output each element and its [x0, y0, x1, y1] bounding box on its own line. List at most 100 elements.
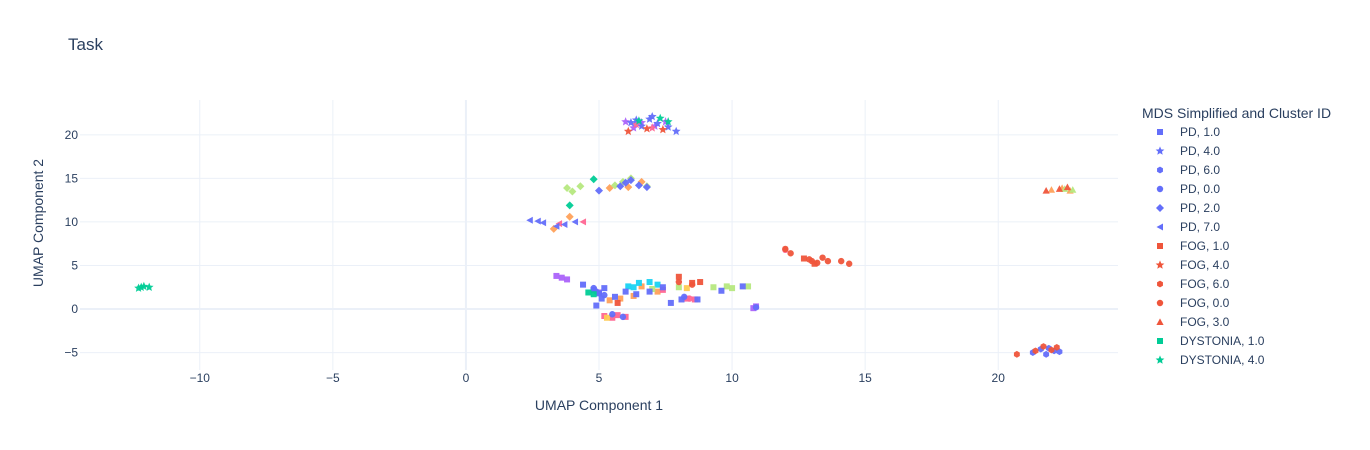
legend-item[interactable]: FOG, 0.0: [1156, 296, 1230, 310]
data-point: [752, 304, 760, 311]
x-tick-label: 10: [725, 371, 739, 385]
data-point: [629, 123, 638, 132]
legend-label: FOG, 3.0: [1180, 315, 1230, 329]
data-point: [638, 283, 645, 290]
data-point: [1042, 186, 1050, 194]
y-tick-label: −5: [64, 346, 78, 360]
legend-marker: [1156, 204, 1164, 212]
data-point: [1032, 347, 1039, 355]
data-point: [634, 181, 643, 190]
legend-item[interactable]: PD, 1.0: [1157, 125, 1220, 139]
y-tick-label: 5: [71, 258, 78, 272]
data-point: [610, 181, 619, 190]
legend-title: MDS Simplified and Cluster ID: [1142, 105, 1331, 121]
x-axis-title: UMAP Component 1: [535, 397, 663, 413]
data-point: [814, 259, 821, 267]
legend-label: FOG, 0.0: [1180, 296, 1230, 310]
data-point: [678, 296, 685, 303]
legend-marker: [1157, 166, 1163, 174]
data-point: [645, 114, 654, 123]
data-point: [552, 222, 560, 230]
data-point: [563, 183, 572, 192]
legend-marker: [1156, 318, 1164, 325]
data-point: [819, 254, 826, 261]
x-tick-label: 15: [858, 371, 872, 385]
data-point: [623, 126, 633, 136]
data-point: [1047, 186, 1056, 193]
legend-marker: [1157, 243, 1163, 249]
legend-item[interactable]: FOG, 6.0: [1157, 277, 1230, 291]
legend-item[interactable]: FOG, 3.0: [1156, 315, 1230, 329]
data-point: [675, 284, 682, 291]
legend-item[interactable]: DYSTONIA, 4.0: [1155, 353, 1265, 367]
legend-marker: [1155, 355, 1165, 364]
data-point: [585, 289, 592, 296]
data-point: [136, 282, 146, 291]
x-tick-label: 0: [463, 371, 470, 385]
data-point: [686, 295, 693, 302]
x-tick-label: −5: [326, 371, 340, 385]
data-point: [564, 276, 571, 283]
data-point: [723, 283, 730, 290]
data-point: [589, 175, 598, 184]
data-points: [134, 111, 1077, 358]
legend-item[interactable]: FOG, 4.0: [1155, 258, 1230, 272]
legend-item[interactable]: PD, 4.0: [1155, 144, 1221, 158]
y-tick-label: 10: [65, 215, 79, 229]
data-point: [1069, 186, 1077, 193]
data-point: [787, 250, 794, 257]
data-point: [745, 283, 752, 290]
data-point: [609, 314, 616, 321]
chart-title: Task: [68, 35, 103, 54]
data-point: [539, 219, 547, 227]
data-point: [571, 218, 579, 226]
zero-lines: [80, 100, 1118, 370]
legend-item[interactable]: PD, 7.0: [1156, 220, 1221, 234]
data-point: [617, 295, 624, 302]
legend-item[interactable]: PD, 2.0: [1156, 201, 1220, 215]
x-tick-label: 5: [596, 371, 603, 385]
legend-item[interactable]: PD, 0.0: [1156, 182, 1221, 196]
data-point: [622, 288, 629, 295]
data-point: [593, 302, 600, 309]
x-tick-label: −10: [190, 371, 211, 385]
data-point: [845, 260, 853, 267]
data-point: [1053, 343, 1060, 351]
data-point: [729, 285, 736, 292]
data-point: [1048, 346, 1055, 354]
data-point: [626, 118, 636, 127]
data-point: [658, 125, 668, 134]
data-point: [653, 118, 662, 128]
data-point: [646, 288, 653, 295]
data-point: [654, 288, 661, 295]
legend-item[interactable]: FOG, 1.0: [1157, 239, 1230, 253]
data-point: [526, 216, 533, 224]
data-point: [671, 126, 681, 136]
data-point: [601, 291, 608, 299]
legend-label: PD, 0.0: [1180, 182, 1220, 196]
data-point: [718, 287, 725, 294]
data-point: [565, 201, 574, 210]
data-point: [824, 257, 832, 265]
data-point: [739, 283, 746, 290]
y-axis-title: UMAP Component 2: [30, 159, 46, 287]
data-point: [800, 255, 807, 262]
grid: [80, 100, 1118, 370]
data-point: [838, 257, 845, 265]
data-point: [614, 312, 621, 319]
data-point: [609, 311, 616, 318]
data-point: [634, 116, 644, 125]
data-point: [710, 284, 717, 291]
legend-item[interactable]: DYSTONIA, 1.0: [1157, 334, 1265, 348]
data-point: [1063, 183, 1072, 191]
legend-item[interactable]: PD, 6.0: [1157, 163, 1220, 177]
data-point: [647, 123, 657, 132]
data-point: [646, 279, 653, 286]
data-point: [619, 313, 627, 321]
data-point: [1055, 185, 1064, 192]
data-point: [1043, 350, 1050, 358]
data-point: [603, 314, 610, 321]
legend-label: DYSTONIA, 1.0: [1180, 334, 1265, 348]
legend-marker: [1155, 260, 1165, 269]
